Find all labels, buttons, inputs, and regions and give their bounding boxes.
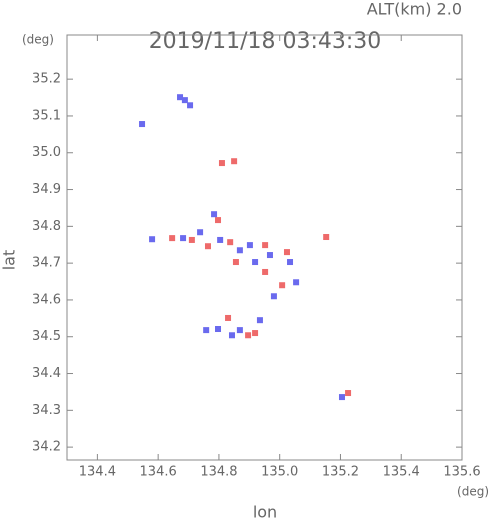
y-tick-label: 34.2 [32, 440, 61, 455]
echo-point [232, 259, 239, 266]
x-tick-label: 134.4 [79, 465, 116, 480]
echo-point [203, 327, 210, 334]
y-axis-label: lat [0, 250, 19, 271]
x-tick-label: 135.4 [383, 465, 420, 480]
y-tick-label: 34.9 [32, 182, 61, 197]
x-unit: (deg) [457, 485, 489, 499]
echo-point [283, 249, 290, 256]
echo-point [293, 279, 300, 286]
y-tick-label: 35.1 [32, 108, 61, 123]
echo-point [215, 326, 222, 333]
plot-frame [66, 34, 463, 461]
x-tick-label: 134.8 [200, 465, 237, 480]
echo-point [181, 97, 188, 104]
echo-point [252, 330, 259, 337]
y-tick-label: 34.5 [32, 329, 61, 344]
echo-point [323, 234, 330, 241]
echo-point [139, 121, 146, 128]
echo-point [227, 239, 234, 246]
echo-point [270, 293, 277, 300]
x-tick-label: 134.6 [140, 465, 177, 480]
echo-point [345, 390, 352, 397]
echo-point [338, 394, 345, 401]
echo-point [236, 247, 243, 254]
echo-point [218, 160, 225, 167]
echo-point [279, 282, 286, 289]
y-tick-label: 34.8 [32, 219, 61, 234]
echo-point [236, 327, 243, 334]
echo-point [211, 211, 218, 218]
x-tick-label: 135.0 [261, 465, 298, 480]
echo-point [246, 242, 253, 249]
x-tick-label: 135.6 [443, 465, 480, 480]
echo-point [197, 229, 204, 236]
echo-point [180, 235, 187, 242]
y-tick-label: 34.6 [32, 292, 61, 307]
echo-point [266, 252, 273, 259]
annotation: ALT(km) 2.0 [367, 0, 462, 19]
echo-point [287, 259, 294, 266]
y-tick-label: 34.3 [32, 403, 61, 418]
echo-point [177, 94, 184, 101]
echo-point [149, 236, 156, 243]
chart-title: 2019/11/18 03:43:30 [149, 29, 382, 54]
x-axis-label: lon [253, 503, 277, 521]
y-tick-label: 35.0 [32, 145, 61, 160]
echo-point [262, 268, 269, 275]
echo-point [215, 217, 222, 224]
echo-point [231, 158, 238, 165]
echo-point [217, 236, 224, 243]
echo-point [187, 102, 194, 109]
y-unit: (deg) [22, 33, 54, 47]
echo-point [252, 259, 259, 266]
echo-point [245, 332, 252, 339]
echo-point [256, 317, 263, 324]
y-tick-label: 34.4 [32, 366, 61, 381]
echo-point [188, 236, 195, 243]
echo-point [169, 235, 176, 242]
echo-point [225, 314, 232, 321]
y-tick-label: 34.7 [32, 256, 61, 271]
echo-point [262, 242, 269, 249]
echo-point [204, 243, 211, 250]
y-tick-label: 35.2 [32, 72, 61, 87]
echo-point [228, 332, 235, 339]
x-tick-label: 135.2 [322, 465, 359, 480]
